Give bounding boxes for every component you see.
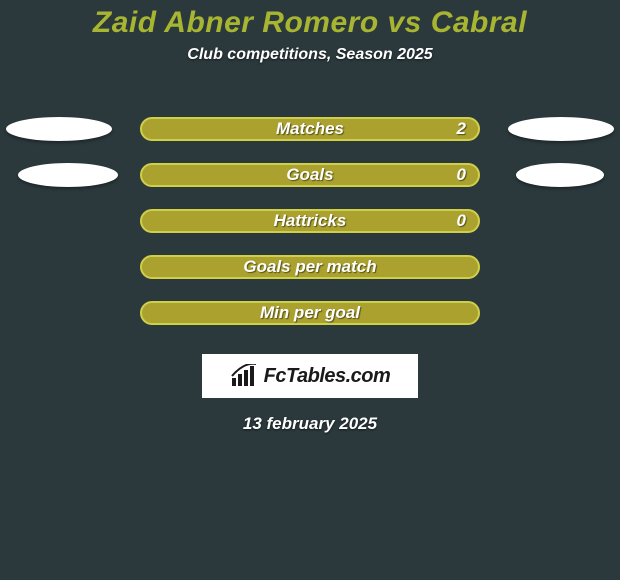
page-title: Zaid Abner Romero vs Cabral xyxy=(0,0,620,40)
stat-pill-min-per-goal: Min per goal xyxy=(140,301,480,325)
stat-value: 2 xyxy=(457,119,466,139)
stat-row-matches: Matches 2 xyxy=(0,106,620,152)
stat-label: Goals per match xyxy=(243,257,376,277)
stat-value: 0 xyxy=(457,165,466,185)
player-left-blank xyxy=(6,117,112,141)
comparison-card: Zaid Abner Romero vs Cabral Club competi… xyxy=(0,0,620,580)
stat-label: Min per goal xyxy=(260,303,360,323)
player-right-blank xyxy=(516,163,604,187)
bar-chart-icon xyxy=(230,364,258,388)
player-right-blank xyxy=(508,117,614,141)
stat-row-min-per-goal: Min per goal xyxy=(0,290,620,336)
stat-row-goals-per-match: Goals per match xyxy=(0,244,620,290)
stat-pill-matches: Matches 2 xyxy=(140,117,480,141)
fctables-logo-card: FcTables.com xyxy=(202,354,418,398)
stat-row-goals: Goals 0 xyxy=(0,152,620,198)
logo-text: FcTables.com xyxy=(264,365,391,388)
date-label: 13 february 2025 xyxy=(0,414,620,434)
player-left-blank xyxy=(18,163,118,187)
subtitle: Club competitions, Season 2025 xyxy=(0,46,620,64)
stat-pill-goals-per-match: Goals per match xyxy=(140,255,480,279)
stats-list: Matches 2 Goals 0 Hattricks 0 Goals per … xyxy=(0,106,620,336)
stat-label: Matches xyxy=(276,119,344,139)
stat-pill-goals: Goals 0 xyxy=(140,163,480,187)
stat-value: 0 xyxy=(457,211,466,231)
stat-row-hattricks: Hattricks 0 xyxy=(0,198,620,244)
stat-label: Goals xyxy=(286,165,333,185)
stat-label: Hattricks xyxy=(274,211,347,231)
stat-pill-hattricks: Hattricks 0 xyxy=(140,209,480,233)
